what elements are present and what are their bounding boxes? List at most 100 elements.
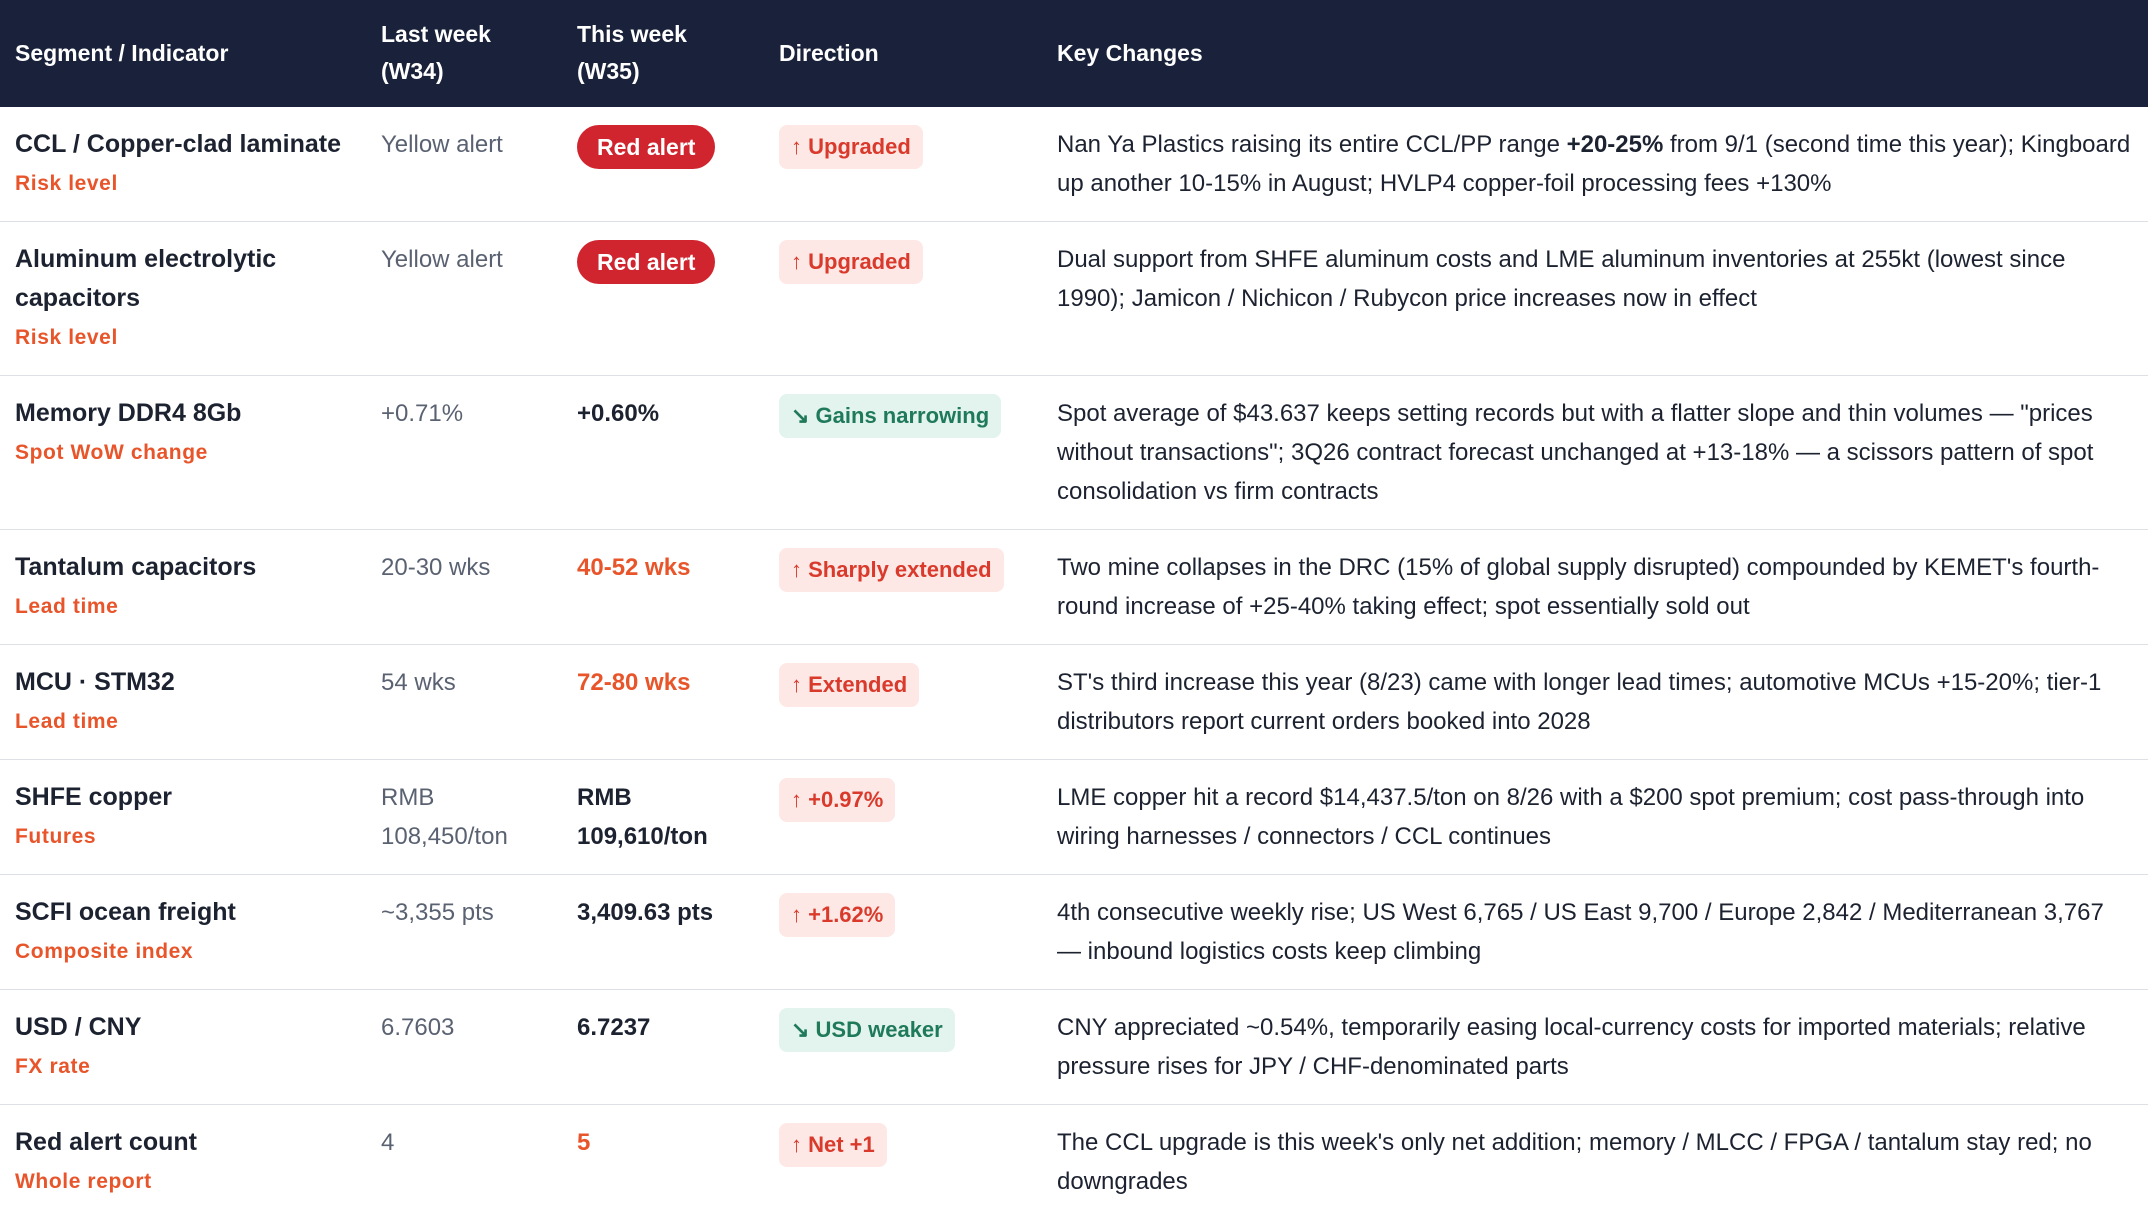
- last-week-value: 54 wks: [381, 669, 456, 696]
- segment-name: SCFI ocean freight: [15, 898, 236, 926]
- segment-name: Red alert count: [15, 1128, 197, 1156]
- this-week-value: 5: [577, 1129, 591, 1156]
- this-week-cell: Red alert: [562, 107, 764, 222]
- table-row: MCU · STM32 Lead time 54 wks 72-80 wks ↑ Ext…: [0, 644, 2148, 760]
- indicator-label: Lead time: [15, 710, 119, 733]
- segment-cell: Memory DDR4 8Gb Spot WoW change: [0, 375, 366, 530]
- indicator-label: FX rate: [15, 1055, 91, 1078]
- last-week-cell: 6.7603: [366, 989, 562, 1105]
- table-row: USD / CNY FX rate 6.7603 6.7237 ↘ USD weaker…: [0, 989, 2148, 1105]
- table-row: SHFE copper Futures RMB 108,450/ton RMB 109…: [0, 759, 2148, 875]
- key-changes-cell: ST's third increase this year (8/23) cam…: [1042, 644, 2148, 760]
- indicator-label: Spot WoW change: [15, 441, 208, 464]
- column-header: Direction: [764, 0, 1042, 107]
- column-header: Segment / Indicator: [0, 0, 366, 107]
- key-changes-text: Two mine collapses in the DRC (15% of gl…: [1057, 554, 2100, 620]
- direction-cell: ↑ Net +1: [764, 1104, 1042, 1216]
- direction-pill: ↑ +1.62%: [779, 893, 896, 937]
- direction-cell: ↑ Sharply extended: [764, 529, 1042, 645]
- key-changes-cell: Nan Ya Plastics raising its entire CCL/P…: [1042, 107, 2148, 222]
- last-week-value: 4: [381, 1129, 395, 1156]
- direction-cell: ↘ USD weaker: [764, 989, 1042, 1105]
- this-week-value: Red alert: [577, 240, 716, 284]
- segment-cell: USD / CNY FX rate: [0, 989, 366, 1105]
- segment-cell: CCL / Copper-clad laminate Risk level: [0, 107, 366, 222]
- segment-cell: MCU · STM32 Lead time: [0, 644, 366, 760]
- this-week-cell: RMB 109,610/ton: [562, 759, 764, 875]
- this-week-value: 6.7237: [577, 1014, 651, 1041]
- indicator-label: Lead time: [15, 595, 119, 618]
- direction-cell: ↘ Gains narrowing: [764, 375, 1042, 530]
- key-changes-text: 4th consecutive weekly rise; US West 6,7…: [1057, 899, 2104, 965]
- last-week-value: +0.71%: [381, 400, 464, 427]
- segment-cell: Tantalum capacitors Lead time: [0, 529, 366, 645]
- direction-pill: ↑ +0.97%: [779, 778, 896, 822]
- key-changes-text: +20-25%: [1566, 131, 1664, 158]
- segment-name: Memory DDR4 8Gb: [15, 399, 242, 427]
- indicator-label: Risk level: [15, 326, 118, 349]
- segment-cell: SCFI ocean freight Composite index: [0, 874, 366, 990]
- last-week-cell: 4: [366, 1104, 562, 1216]
- direction-pill: ↘ USD weaker: [779, 1008, 955, 1052]
- key-changes-text: The CCL upgrade is this week's only net …: [1057, 1129, 2092, 1195]
- this-week-cell: 40-52 wks: [562, 529, 764, 645]
- last-week-cell: Yellow alert: [366, 221, 562, 376]
- this-week-value: +0.60%: [577, 400, 660, 427]
- key-changes-cell: Spot average of $43.637 keeps setting re…: [1042, 375, 2148, 530]
- last-week-cell: 54 wks: [366, 644, 562, 760]
- segment-cell: Aluminum electrolytic capacitors Risk lev…: [0, 221, 366, 376]
- indicator-label: Composite index: [15, 940, 194, 963]
- table-body: CCL / Copper-clad laminate Risk level Yell…: [0, 107, 2148, 1216]
- key-changes-cell: 4th consecutive weekly rise; US West 6,7…: [1042, 874, 2148, 990]
- key-changes-text: LME copper hit a record $14,437.5/ton on…: [1057, 784, 2085, 850]
- indicator-label: Whole report: [15, 1170, 152, 1193]
- direction-cell: ↑ Upgraded: [764, 221, 1042, 376]
- key-changes-text: Nan Ya Plastics raising its entire CCL/P…: [1057, 131, 1567, 158]
- this-week-cell: 3,409.63 pts: [562, 874, 764, 990]
- column-header: Last week (W34): [366, 0, 562, 107]
- last-week-value: RMB 108,450/ton: [381, 784, 508, 850]
- this-week-cell: 6.7237: [562, 989, 764, 1105]
- this-week-value: 72-80 wks: [577, 669, 691, 696]
- last-week-cell: Yellow alert: [366, 107, 562, 222]
- key-changes-text: Dual support from SHFE aluminum costs an…: [1057, 246, 2066, 312]
- this-week-value: Red alert: [577, 125, 716, 169]
- this-week-value: 3,409.63 pts: [577, 899, 714, 926]
- indicator-label: Risk level: [15, 172, 118, 195]
- segment-cell: SHFE copper Futures: [0, 759, 366, 875]
- last-week-value: Yellow alert: [381, 246, 503, 273]
- this-week-value: RMB 109,610/ton: [577, 784, 708, 850]
- this-week-value: 40-52 wks: [577, 554, 691, 581]
- direction-cell: ↑ Extended: [764, 644, 1042, 760]
- direction-cell: ↑ +1.62%: [764, 874, 1042, 990]
- last-week-cell: RMB 108,450/ton: [366, 759, 562, 875]
- this-week-cell: +0.60%: [562, 375, 764, 530]
- direction-pill: ↘ Gains narrowing: [779, 394, 1002, 438]
- table-row: Red alert count Whole report 4 5 ↑ Net +1 The…: [0, 1104, 2148, 1216]
- segment-name: Aluminum electrolytic capacitors: [15, 245, 277, 312]
- key-changes-cell: Two mine collapses in the DRC (15% of gl…: [1042, 529, 2148, 645]
- segment-cell: Red alert count Whole report: [0, 1104, 366, 1216]
- this-week-cell: 72-80 wks: [562, 644, 764, 760]
- last-week-cell: +0.71%: [366, 375, 562, 530]
- direction-pill: ↑ Upgraded: [779, 240, 923, 284]
- key-changes-text: ST's third increase this year (8/23) cam…: [1057, 669, 2102, 735]
- segment-name: MCU · STM32: [15, 668, 175, 696]
- segment-name: SHFE copper: [15, 783, 172, 811]
- column-header: Key Changes: [1042, 0, 2148, 107]
- direction-pill: ↑ Upgraded: [779, 125, 923, 169]
- key-changes-text: from 9/1 (second time this year); Kingbo…: [1057, 131, 2131, 197]
- segment-name: USD / CNY: [15, 1013, 142, 1041]
- last-week-value: ~3,355 pts: [381, 899, 494, 926]
- key-changes-cell: The CCL upgrade is this week's only net …: [1042, 1104, 2148, 1216]
- direction-pill: ↑ Net +1: [779, 1123, 887, 1167]
- table-row: Aluminum electrolytic capacitors Risk lev…: [0, 221, 2148, 376]
- direction-cell: ↑ +0.97%: [764, 759, 1042, 875]
- table-header: Segment / Indicator Last week (W34) This w…: [0, 0, 2148, 107]
- key-changes-cell: CNY appreciated ~0.54%, temporarily easi…: [1042, 989, 2148, 1105]
- table-row: CCL / Copper-clad laminate Risk level Yell…: [0, 107, 2148, 222]
- header-row: Segment / Indicator Last week (W34) This w…: [0, 0, 2148, 107]
- segment-name: Tantalum capacitors: [15, 553, 257, 581]
